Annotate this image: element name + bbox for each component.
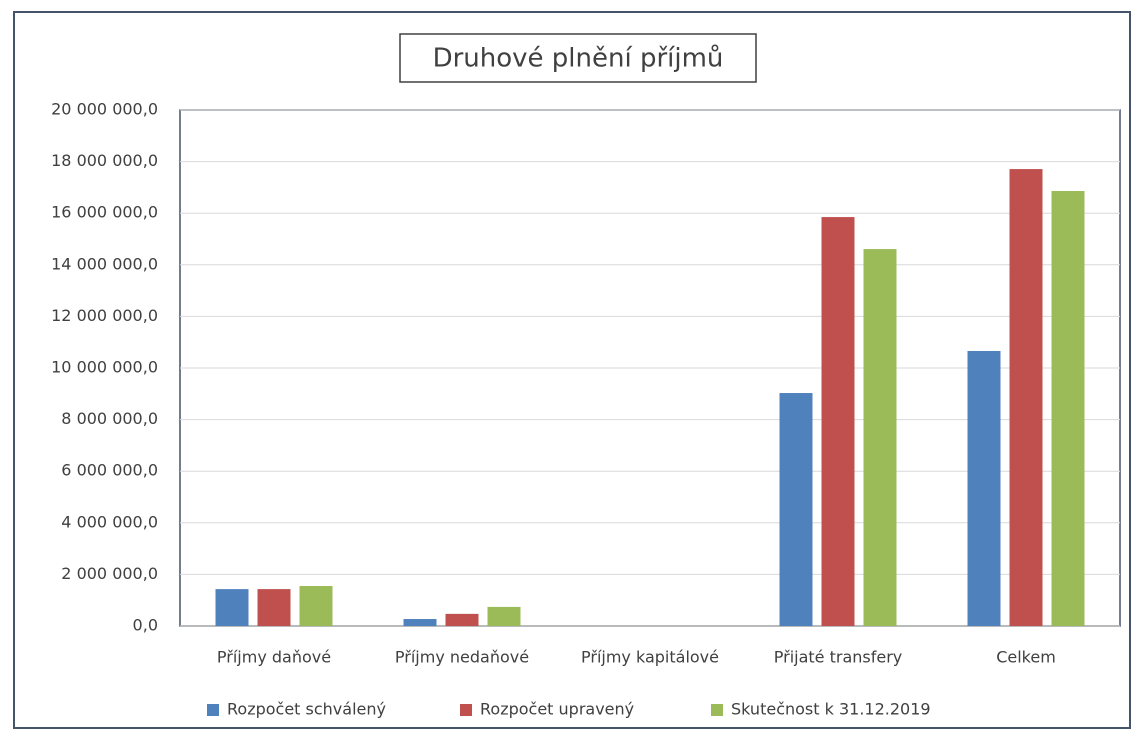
bar [403,619,437,626]
legend-label: Rozpočet schválený [227,700,386,719]
bar [821,217,855,626]
x-tick-label: Příjmy kapitálové [581,648,719,667]
legend-swatch [207,704,219,716]
y-tick-label: 10 000 000,0 [51,358,158,377]
y-tick-label: 20 000 000,0 [51,100,158,119]
legend-swatch [711,704,723,716]
y-tick-label: 2 000 000,0 [61,564,158,583]
chart-frame [13,11,1131,729]
y-tick-label: 6 000 000,0 [61,461,158,480]
bar [779,393,813,626]
chart-title: Druhové plnění příjmů [433,44,724,74]
y-tick-label: 4 000 000,0 [61,512,158,531]
legend-label: Rozpočet upravený [480,700,634,719]
x-tick-label: Přijaté transfery [774,648,903,667]
y-tick-label: 0,0 [133,616,158,635]
y-tick-label: 12 000 000,0 [51,306,158,325]
bar [215,589,249,626]
x-tick-label: Příjmy nedaňové [395,648,529,667]
x-tick-label: Celkem [996,648,1056,667]
x-tick-label: Příjmy daňové [217,648,331,667]
bar [299,586,333,626]
y-tick-label: 18 000 000,0 [51,151,158,170]
bar [257,589,291,626]
y-tick-label: 16 000 000,0 [51,203,158,222]
bar [863,249,897,626]
bar [1009,169,1043,626]
legend-swatch [460,704,472,716]
bar [445,613,479,626]
bar [487,606,521,626]
y-tick-label: 8 000 000,0 [61,409,158,428]
title-box [399,33,757,83]
bar [1051,191,1085,626]
legend-label: Skutečnost k 31.12.2019 [731,700,931,719]
y-tick-label: 14 000 000,0 [51,254,158,273]
bar [967,350,1001,626]
